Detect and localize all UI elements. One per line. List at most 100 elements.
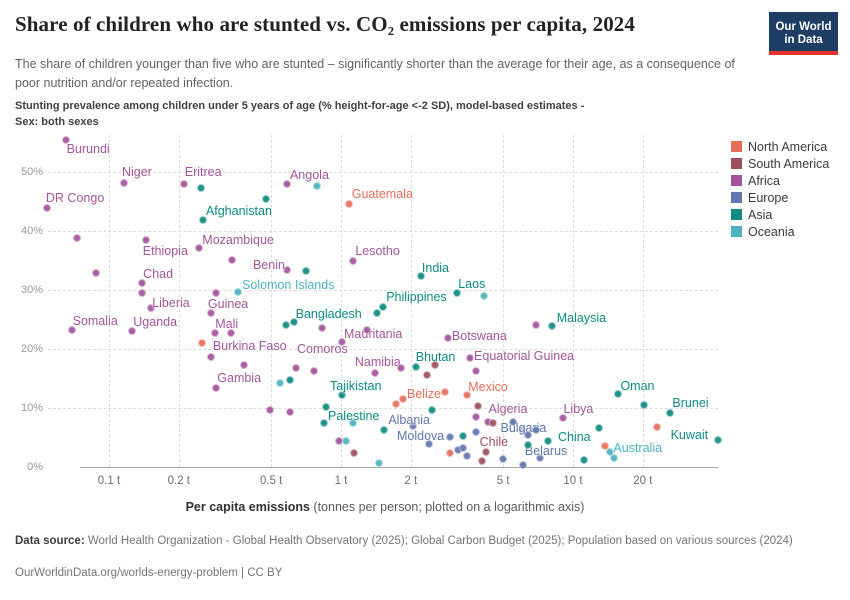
data-point[interactable]	[595, 424, 604, 433]
data-point[interactable]	[261, 195, 270, 204]
legend-item-eu[interactable]: Europe	[731, 189, 829, 206]
data-point[interactable]	[458, 444, 467, 453]
data-point-guinea[interactable]	[206, 309, 215, 317]
legend-item-na[interactable]: North America	[731, 138, 829, 155]
data-point[interactable]	[198, 339, 207, 348]
data-point[interactable]	[508, 418, 517, 427]
data-point[interactable]	[463, 451, 472, 460]
data-point-palestine[interactable]	[320, 418, 329, 427]
data-point[interactable]	[302, 267, 311, 276]
data-point[interactable]	[228, 255, 237, 264]
legend-item-sa[interactable]: South America	[731, 155, 829, 172]
data-point[interactable]	[440, 388, 449, 397]
data-point-benin[interactable]	[282, 265, 291, 274]
data-point-dr-congo[interactable]	[42, 203, 51, 212]
data-point[interactable]	[349, 418, 358, 427]
data-point[interactable]	[471, 366, 480, 375]
data-point[interactable]	[600, 441, 609, 450]
data-point[interactable]	[373, 309, 382, 317]
data-point-bhutan[interactable]	[411, 363, 420, 372]
data-point[interactable]	[531, 320, 540, 329]
legend-item-oc[interactable]: Oceania	[731, 223, 829, 240]
data-point-somalia[interactable]	[67, 326, 76, 335]
data-point[interactable]	[499, 454, 508, 463]
data-point[interactable]	[425, 439, 434, 448]
data-point-comoros[interactable]	[292, 363, 301, 372]
data-point-chile[interactable]	[481, 448, 490, 457]
data-point-mexico[interactable]	[463, 391, 472, 400]
data-point-belize[interactable]	[398, 395, 407, 404]
data-point-equatorial-guinea[interactable]	[466, 353, 475, 362]
data-point[interactable]	[579, 455, 588, 464]
data-point[interactable]	[471, 428, 480, 437]
data-point[interactable]	[609, 454, 618, 463]
data-point-libya[interactable]	[559, 414, 568, 423]
data-point[interactable]	[423, 370, 432, 379]
data-point[interactable]	[310, 366, 318, 375]
data-point-uganda[interactable]	[128, 326, 137, 335]
data-point-india[interactable]	[416, 271, 425, 280]
data-point-belarus[interactable]	[535, 454, 544, 463]
data-point[interactable]	[92, 268, 101, 277]
data-point[interactable]	[640, 401, 649, 410]
data-point-laos[interactable]	[453, 288, 462, 297]
data-point-namibia[interactable]	[370, 369, 379, 378]
data-point[interactable]	[318, 323, 327, 332]
data-point[interactable]	[266, 405, 275, 414]
data-point-chad[interactable]	[138, 278, 147, 287]
footer-link[interactable]: OurWorldinData.org/worlds-energy-problem…	[15, 567, 283, 579]
data-point-kuwait[interactable]	[713, 435, 722, 444]
data-point-burundi[interactable]	[61, 136, 70, 145]
data-point[interactable]	[524, 431, 533, 440]
data-point-moldova[interactable]	[445, 432, 454, 441]
data-point[interactable]	[239, 360, 248, 369]
legend-item-as[interactable]: Asia	[731, 206, 829, 223]
data-point-algeria[interactable]	[471, 413, 480, 422]
data-point[interactable]	[397, 363, 406, 372]
data-point-angola[interactable]	[282, 179, 291, 188]
data-point[interactable]	[477, 457, 486, 466]
data-point[interactable]	[313, 182, 322, 191]
data-point-brunei[interactable]	[666, 408, 675, 417]
data-point[interactable]	[285, 408, 294, 417]
data-point[interactable]	[458, 431, 467, 440]
data-point-afghanistan[interactable]	[198, 215, 207, 224]
data-point[interactable]	[285, 376, 294, 385]
data-point[interactable]	[375, 458, 384, 467]
data-point-albania[interactable]	[409, 422, 418, 431]
data-point[interactable]	[275, 379, 284, 388]
data-point-botswana[interactable]	[443, 333, 452, 342]
data-point-eritrea[interactable]	[179, 179, 188, 188]
data-point-bangladesh[interactable]	[289, 317, 298, 326]
data-point[interactable]	[652, 422, 661, 431]
data-point[interactable]	[431, 360, 440, 369]
data-point[interactable]	[519, 461, 528, 470]
data-point-niger[interactable]	[119, 179, 128, 188]
data-point[interactable]	[524, 441, 533, 450]
data-point[interactable]	[445, 448, 454, 457]
data-point[interactable]	[350, 448, 359, 457]
data-point-mali[interactable]	[211, 329, 220, 338]
data-point-guatemala[interactable]	[344, 199, 353, 208]
data-point-ethiopia[interactable]	[141, 235, 150, 244]
data-point-china[interactable]	[543, 437, 552, 446]
data-point[interactable]	[362, 325, 371, 334]
data-point[interactable]	[392, 399, 401, 408]
data-point[interactable]	[212, 288, 221, 297]
data-point-tajikistan[interactable]	[338, 391, 346, 400]
data-point-burkina-faso[interactable]	[206, 353, 215, 362]
owid-logo[interactable]: Our World in Data	[769, 12, 838, 55]
data-point-solomon-islands[interactable]	[234, 287, 243, 296]
legend-item-af[interactable]: Africa	[731, 172, 829, 189]
data-point-mauritania[interactable]	[338, 337, 346, 346]
data-point[interactable]	[428, 405, 437, 414]
data-point-mozambique[interactable]	[195, 244, 204, 253]
data-point-gambia[interactable]	[212, 383, 221, 392]
data-point[interactable]	[480, 291, 489, 300]
data-point[interactable]	[531, 425, 540, 434]
data-point[interactable]	[379, 425, 388, 434]
data-point[interactable]	[474, 402, 483, 411]
data-point-philippines[interactable]	[379, 303, 388, 312]
data-point-lesotho[interactable]	[349, 257, 358, 266]
data-point[interactable]	[73, 234, 82, 243]
